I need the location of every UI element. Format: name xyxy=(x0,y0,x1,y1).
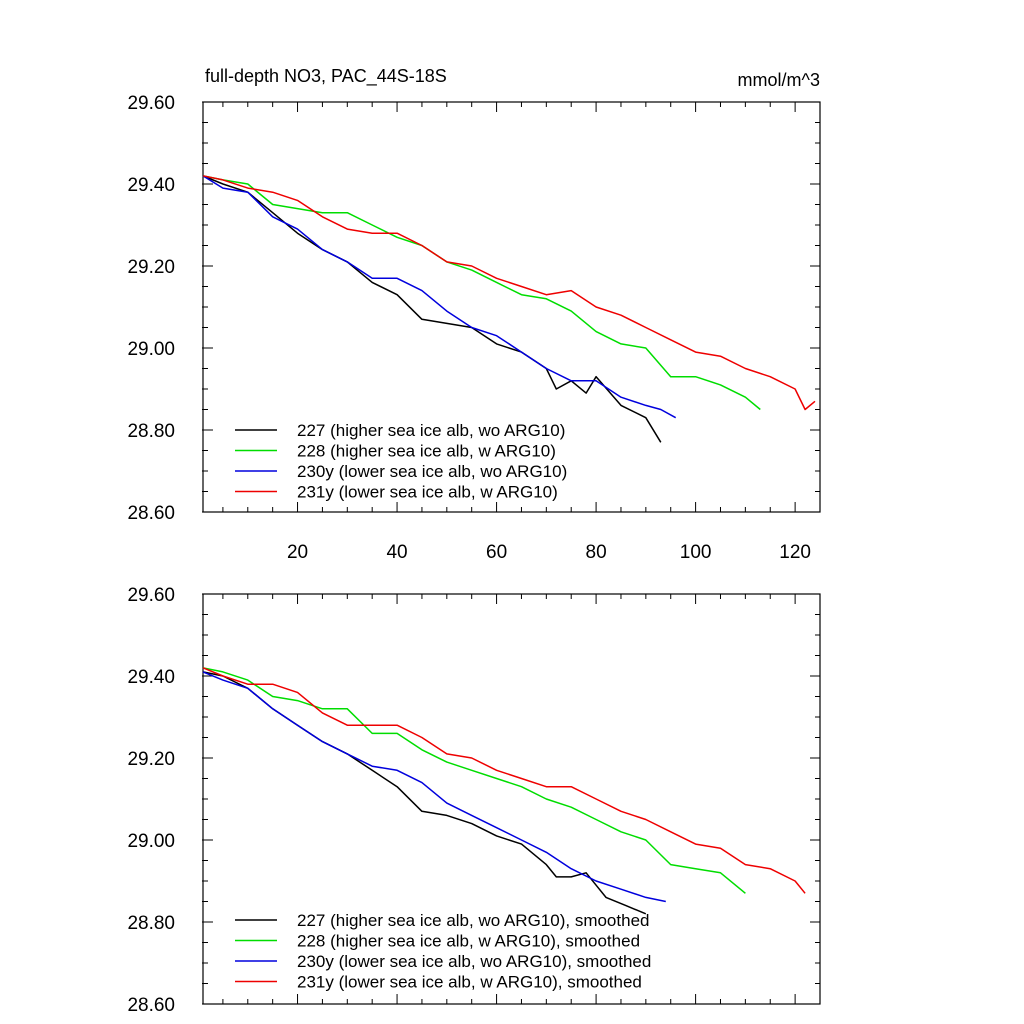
y-tick-label: 29.20 xyxy=(127,749,175,770)
series-lines xyxy=(202,175,816,443)
legend-label: 231y (lower sea ice alb, w ARG10), smoot… xyxy=(297,973,642,992)
units-label: mmol/m^3 xyxy=(738,70,820,90)
y-tick-label: 29.60 xyxy=(127,585,175,606)
chart-title: full-depth NO3, PAC_44S-18S xyxy=(205,66,447,87)
y-tick-label: 29.00 xyxy=(127,831,175,852)
y-tick-label: 29.20 xyxy=(127,257,175,278)
y-tick-label: 28.60 xyxy=(127,995,175,1016)
y-tick-labels: 28.60 28.80 29.00 29.20 29.40 29.60 xyxy=(127,93,175,524)
series-line-4 xyxy=(202,667,806,894)
series-line-2 xyxy=(202,667,746,894)
legend-label: 227 (higher sea ice alb, wo ARG10) xyxy=(297,421,565,440)
series-line-3 xyxy=(202,671,666,903)
series-lines xyxy=(202,667,806,915)
y-tick-label: 29.40 xyxy=(127,667,175,688)
y-tick-label: 28.60 xyxy=(127,503,175,524)
legend: 227 (higher sea ice alb, wo ARG10) 228 (h… xyxy=(235,421,567,502)
y-tick-label: 28.80 xyxy=(127,913,175,934)
bottom-chart-panel: 28.60 28.80 29.00 29.20 29.40 29.60 227 (high… xyxy=(127,585,821,1016)
x-tick-label: 80 xyxy=(586,542,607,563)
y-tick-label: 29.00 xyxy=(127,339,175,360)
y-tick-label: 29.60 xyxy=(127,93,175,114)
series-line-4 xyxy=(202,175,816,411)
x-tick-label: 60 xyxy=(486,542,507,563)
y-tick-labels: 28.60 28.80 29.00 29.20 29.40 29.60 xyxy=(127,585,175,1016)
top-chart-panel: full-depth NO3, PAC_44S-18S mmol/m^3 28.… xyxy=(127,66,821,563)
legend-label: 228 (higher sea ice alb, w ARG10) xyxy=(297,442,556,461)
legend-label: 227 (higher sea ice alb, wo ARG10), smoo… xyxy=(297,911,649,930)
y-tick-label: 28.80 xyxy=(127,421,175,442)
legend-label: 228 (higher sea ice alb, w ARG10), smoot… xyxy=(297,932,640,951)
x-tick-label: 100 xyxy=(680,542,712,563)
x-tick-label: 40 xyxy=(386,542,407,563)
x-tick-labels: 20 40 60 80 100 120 xyxy=(287,542,811,563)
x-tick-label: 20 xyxy=(287,542,308,563)
legend-label: 230y (lower sea ice alb, wo ARG10) xyxy=(297,462,567,481)
series-line-2 xyxy=(202,175,761,411)
x-tick-label: 120 xyxy=(779,542,811,563)
axis-ticks xyxy=(202,101,821,513)
series-line-3 xyxy=(202,175,677,419)
legend-label: 230y (lower sea ice alb, wo ARG10), smoo… xyxy=(297,952,651,971)
axis-ticks xyxy=(202,593,821,1005)
legend-label: 231y (lower sea ice alb, w ARG10) xyxy=(297,483,558,502)
legend: 227 (higher sea ice alb, wo ARG10), smoo… xyxy=(235,911,651,992)
series-line-1 xyxy=(202,671,647,915)
y-tick-label: 29.40 xyxy=(127,175,175,196)
